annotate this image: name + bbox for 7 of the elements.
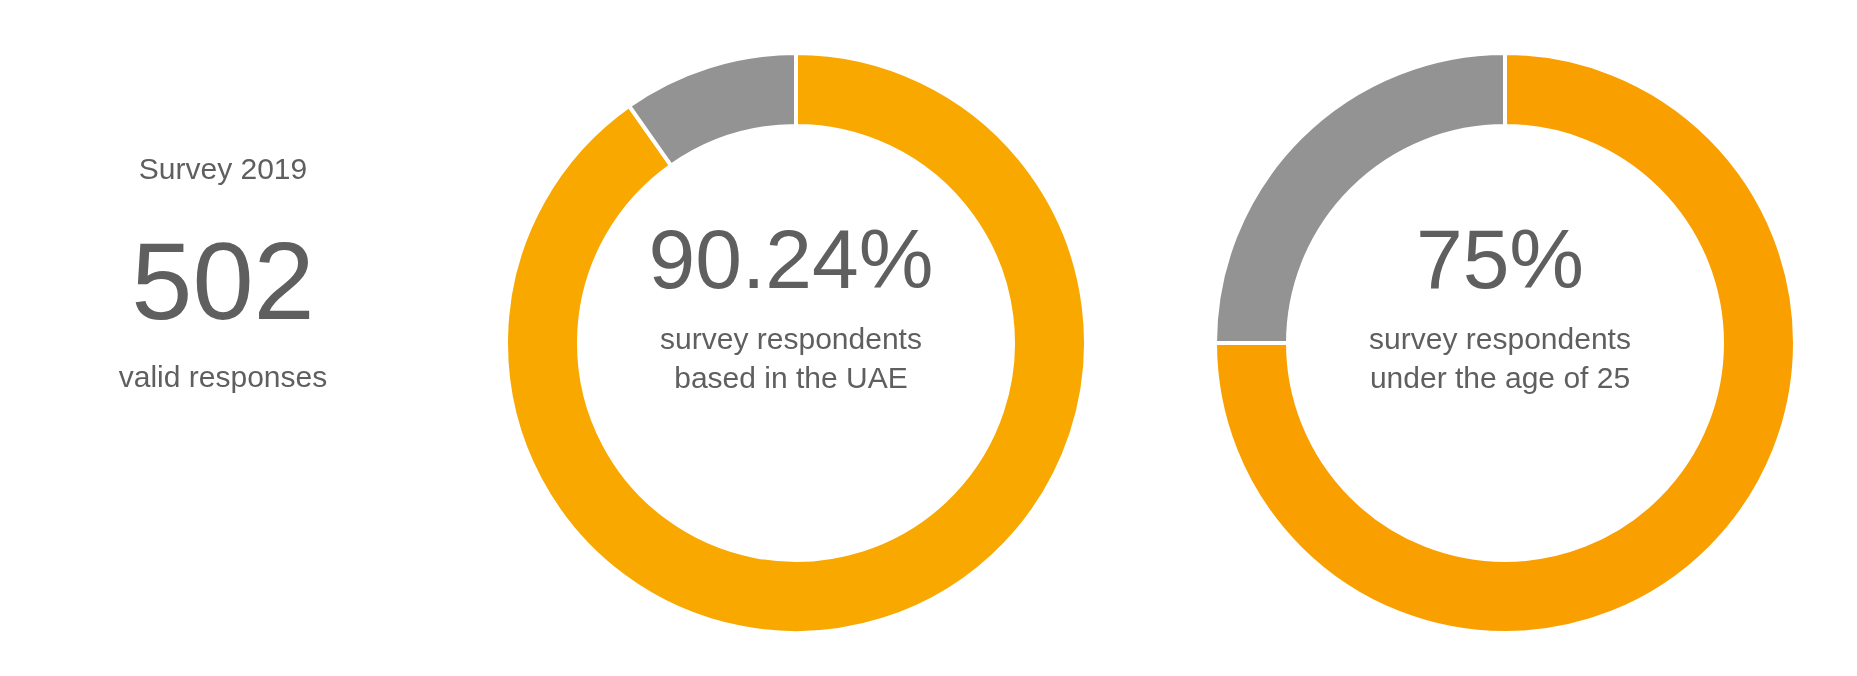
text: survey respondents under the age of 25 [1368,321,1632,397]
text: survey respondents based in the UAE [659,321,923,397]
data-label: 90.24% [647,212,935,306]
text: Survey 2019 [137,152,309,186]
text: valid responses [117,360,329,394]
data-label: 75% [1414,212,1586,306]
text: 502 [130,219,316,342]
